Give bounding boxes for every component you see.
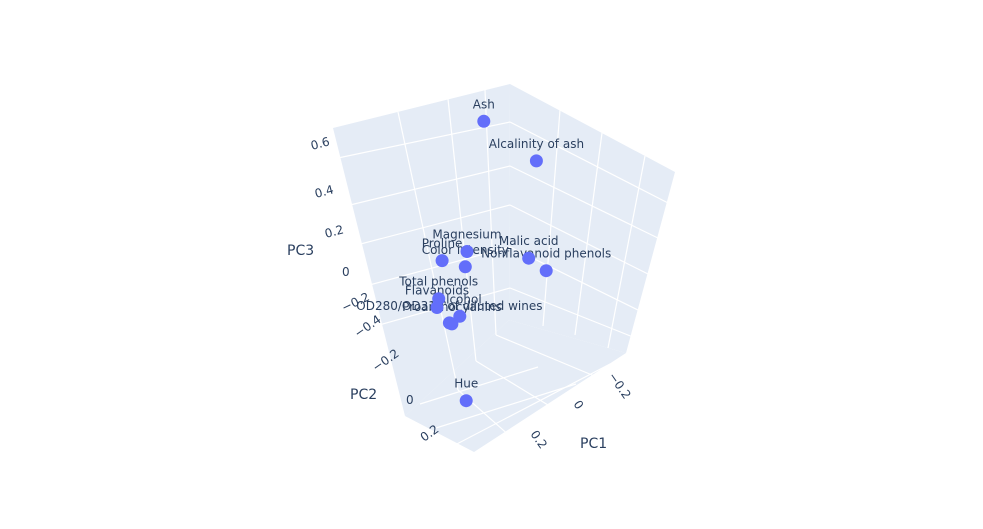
- data-point-marker[interactable]: [435, 254, 449, 268]
- z-tick-label: 0.4: [313, 182, 335, 200]
- point-label: Total phenols: [398, 275, 478, 289]
- point-label: Proanthocyanins: [402, 300, 502, 314]
- point-label: Proline: [422, 237, 463, 251]
- data-point-marker[interactable]: [522, 251, 536, 265]
- z-axis-title: PC3: [287, 243, 314, 259]
- pane-right: [509, 84, 675, 353]
- point-label: Malic acid: [499, 234, 559, 248]
- grid-lines: [337, 89, 673, 447]
- data-point-marker[interactable]: [477, 114, 491, 128]
- z-tick-label: 0.2: [323, 222, 345, 240]
- y-axis-title: PC2: [350, 387, 377, 403]
- x-tick-label: −0.2: [606, 370, 634, 402]
- y-tick-label: −0.4: [352, 312, 384, 340]
- pane-back: [333, 84, 510, 416]
- x-tick-label: 0.2: [528, 428, 550, 452]
- data-point-marker[interactable]: [430, 301, 444, 314]
- z-tick-label: 0: [342, 265, 350, 279]
- point-label: Hue: [454, 377, 478, 391]
- axis-ticks: 0.6 0.4 0.2 0 −0.2 −0.4 −0.2 0 0.2 0.2 0…: [287, 134, 634, 452]
- x-axis-title: PC1: [580, 436, 607, 452]
- pane-floor: [405, 320, 626, 452]
- point-label: OD280/OD315 of diluted wines: [356, 299, 542, 313]
- x-tick-label: 0: [571, 398, 587, 412]
- point-label: Alcohol: [438, 292, 482, 306]
- data-point-marker[interactable]: [539, 264, 553, 278]
- data-point-marker[interactable]: [458, 260, 472, 274]
- point-label: Ash: [473, 97, 495, 111]
- data-point-marker[interactable]: [460, 245, 474, 258]
- point-label: Alcalinity of ash: [489, 137, 584, 151]
- scene-panes: [333, 84, 675, 452]
- point-label: Magnesium: [432, 228, 501, 242]
- point-label: Flavanoids: [405, 284, 469, 298]
- data-markers[interactable]: [430, 114, 553, 408]
- point-label: Nonflavanoid phenols: [481, 247, 611, 261]
- z-tick-label: 0.6: [309, 134, 331, 152]
- y-tick-label: 0: [406, 393, 414, 407]
- data-point-marker[interactable]: [459, 394, 473, 408]
- data-point-marker[interactable]: [442, 316, 456, 330]
- point-labels: Ash Alcalinity of ash Malic acidNonflavano…: [356, 97, 611, 390]
- data-point-marker[interactable]: [529, 154, 543, 168]
